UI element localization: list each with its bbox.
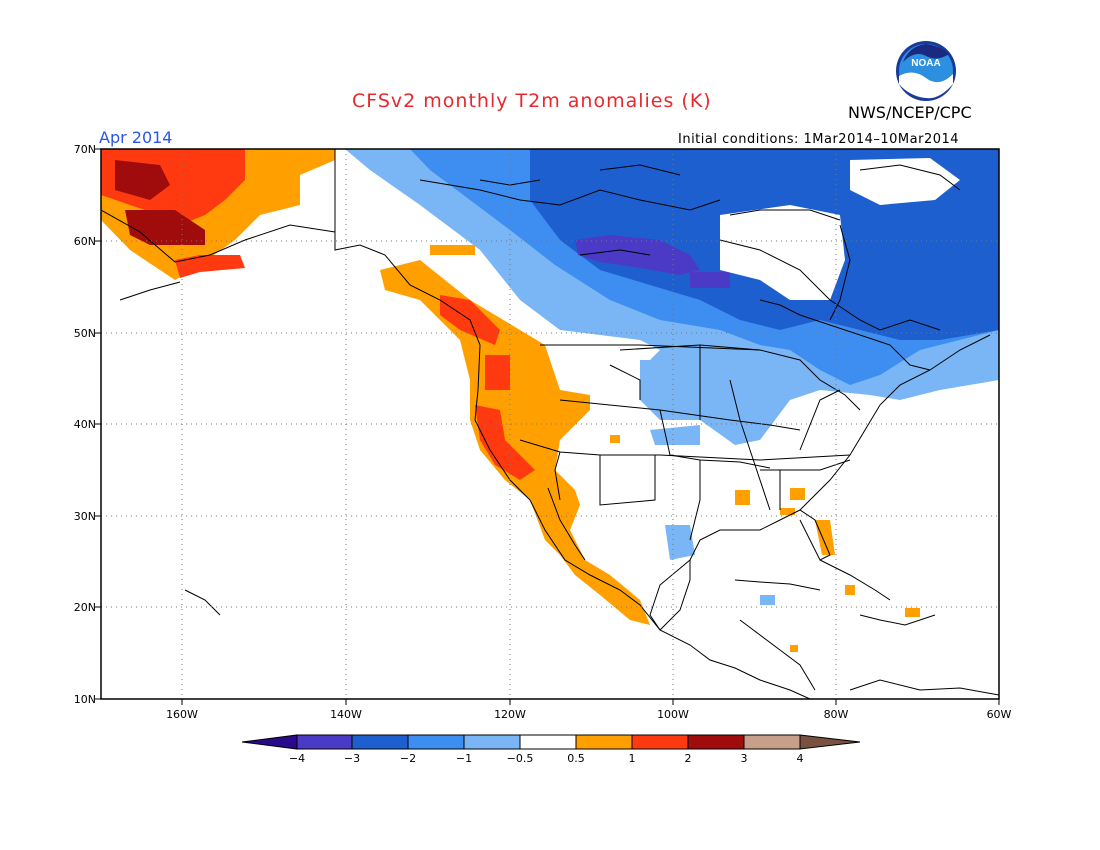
lon-label: 80W [823, 708, 849, 721]
colorbar-label: 4 [796, 752, 804, 765]
lon-label: 60W [986, 708, 1012, 721]
lat-label: 20N [73, 601, 96, 614]
anomaly-veryhot-alaska-north [115, 160, 170, 200]
anomaly-coldest-canada [575, 235, 700, 275]
anomaly-warm-west [380, 260, 650, 625]
anomaly-field [101, 149, 999, 652]
colorbar-label: −0.5 [506, 752, 534, 765]
logo-text: NOAA [911, 58, 940, 69]
lat-label: 70N [73, 143, 96, 156]
colorbar-label: 3 [740, 752, 748, 765]
colorbar-bin [407, 734, 465, 750]
initial-conditions: Initial conditions: 1Mar2014–10Mar2014 [678, 132, 960, 147]
lat-label: 10N [73, 693, 96, 706]
colorbar-right-arrow [799, 734, 861, 750]
lat-label: 60N [73, 235, 96, 248]
colorbar-label: −4 [288, 752, 306, 765]
colorbar-label: −2 [399, 752, 417, 765]
noaa-logo: NOAA [896, 41, 956, 101]
colorbar-bin [519, 734, 577, 750]
colorbar-label: 1 [628, 752, 636, 765]
colorbar-bin [631, 734, 689, 750]
coast-west [334, 149, 811, 699]
forecast-period: Apr 2014 [99, 128, 173, 147]
colorbar-label: −3 [343, 752, 361, 765]
lon-label: 100W [657, 708, 689, 721]
colorbar-label: 2 [684, 752, 692, 765]
colorbar-bin [296, 734, 353, 750]
colorbar-label: 0.5 [567, 752, 585, 765]
colorbar-label: −1 [455, 752, 473, 765]
colorbar-left-arrow [241, 734, 298, 750]
colorbar-bin [463, 734, 521, 750]
agency-label: NWS/NCEP/CPC [848, 103, 972, 122]
axis-ticks [95, 148, 1000, 705]
lat-label: 30N [73, 510, 96, 523]
colorbar-bin [351, 734, 409, 750]
colorbar-bin [687, 734, 745, 750]
colorbar-bin [575, 734, 633, 750]
anomaly-neutral-greenland [720, 205, 845, 300]
lon-label: 160W [166, 708, 198, 721]
colorbar [241, 734, 861, 750]
anomaly-hot-california [475, 405, 535, 480]
lon-label: 120W [494, 708, 526, 721]
colorbar-bin [743, 734, 801, 750]
lat-label: 50N [73, 327, 96, 340]
lat-label: 40N [73, 418, 96, 431]
chart-title: CFSv2 monthly T2m anomalies (K) [352, 90, 712, 112]
grid-lines [101, 149, 999, 699]
coastlines [101, 149, 999, 699]
lon-label: 140W [330, 708, 362, 721]
